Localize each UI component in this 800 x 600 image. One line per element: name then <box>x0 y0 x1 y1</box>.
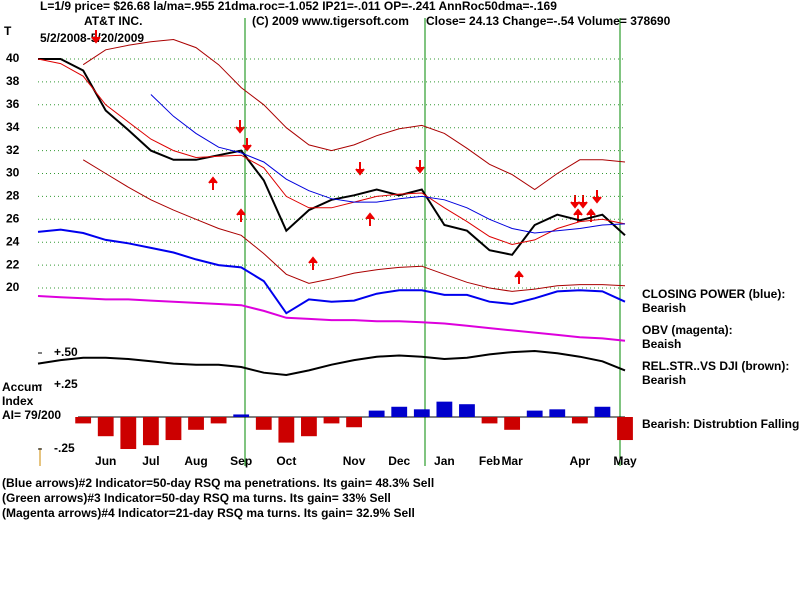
y2-tick-label: +.50 <box>54 345 78 359</box>
note: (Magenta arrows)#4 Indicator=21-day RSQ … <box>2 506 415 520</box>
ticker: T <box>4 24 12 38</box>
y-tick-label: 28 <box>6 189 20 203</box>
y-tick-label: 22 <box>6 257 20 271</box>
y-tick-label: 36 <box>6 97 20 111</box>
bar <box>436 401 453 418</box>
series-line <box>37 58 626 246</box>
bar <box>571 417 588 424</box>
bar <box>120 417 137 450</box>
annotation: CLOSING POWER (blue): <box>642 287 785 301</box>
left-label: Index <box>2 394 34 408</box>
bar <box>301 417 317 437</box>
bar <box>504 417 521 430</box>
series-line <box>82 38 626 191</box>
bar <box>278 417 295 443</box>
header: L=1/9 price= $26.68 la/ma=.955 21dma.roc… <box>40 0 557 13</box>
x-tick-label: Aug <box>184 454 207 468</box>
signal-lines <box>244 18 621 466</box>
left-label: Accum <box>2 380 42 394</box>
series-line <box>37 349 626 377</box>
x-tick-label: Apr <box>570 454 591 468</box>
y-tick-label: 20 <box>6 280 20 294</box>
annotation: Bearish <box>642 301 686 315</box>
left-label: AI= 79/200 <box>2 408 61 422</box>
bar <box>323 417 340 424</box>
signal-arrows <box>91 30 602 284</box>
bar <box>346 417 362 428</box>
series-line <box>38 58 626 256</box>
annotation: Bearish: Distrubtion Falling. <box>642 417 800 431</box>
x-tick-label: Mar <box>501 454 523 468</box>
x-tick-label: Jul <box>142 454 159 468</box>
x-tick-label: Sep <box>230 454 252 468</box>
bar <box>481 417 498 424</box>
annotation: REL.STR..VS DJI (brown): <box>642 359 789 373</box>
bar <box>368 410 385 418</box>
bar <box>75 417 92 424</box>
y-tick-label: 38 <box>6 74 20 88</box>
y-tick-label: 32 <box>6 143 20 157</box>
bar <box>459 404 475 418</box>
bar <box>188 417 204 430</box>
series-line <box>37 228 626 315</box>
y-tick-label: 34 <box>6 120 20 134</box>
y2-tick-label: -.25 <box>54 441 75 455</box>
series-line <box>150 94 626 234</box>
x-tick-label: Jan <box>434 454 455 468</box>
x-tick-label: Dec <box>388 454 410 468</box>
bar <box>165 417 182 441</box>
chart-title: AT&T INC. <box>84 14 142 28</box>
bar <box>549 409 566 418</box>
bar <box>210 417 227 424</box>
x-tick-label: Nov <box>343 454 366 468</box>
bar <box>97 417 114 437</box>
y-tick-label: 40 <box>6 51 20 65</box>
annotation: OBV (magenta): <box>642 323 733 337</box>
x-tick-label: Oct <box>276 454 296 468</box>
y-tick-label: 30 <box>6 166 20 180</box>
y2-tick-label: +.25 <box>54 377 78 391</box>
y-tick-label: 26 <box>6 211 20 225</box>
x-tick-label: May <box>613 454 637 468</box>
y-tick-label: 24 <box>6 234 20 248</box>
annotation: Bearish <box>642 373 686 387</box>
x-tick-label: Feb <box>479 454 500 468</box>
copyright: (C) 2009 www.tigersoft.com <box>252 14 409 28</box>
bar <box>233 414 250 418</box>
bar <box>391 406 408 418</box>
bar <box>594 406 611 418</box>
annotation: Beaish <box>642 337 681 351</box>
series-line <box>37 295 626 342</box>
series-line <box>82 159 626 292</box>
x-tick-label: Jun <box>95 454 116 468</box>
bar <box>255 417 272 430</box>
bar <box>526 410 543 418</box>
quote: Close= 24.13 Change=-.54 Volume= 378690 <box>426 14 671 28</box>
bar <box>142 417 159 446</box>
note: (Blue arrows)#2 Indicator=50-day RSQ ma … <box>2 476 434 490</box>
bar <box>617 417 633 441</box>
bar <box>413 409 430 418</box>
note: (Green arrows)#3 Indicator=50-day RSQ ma… <box>2 491 391 505</box>
